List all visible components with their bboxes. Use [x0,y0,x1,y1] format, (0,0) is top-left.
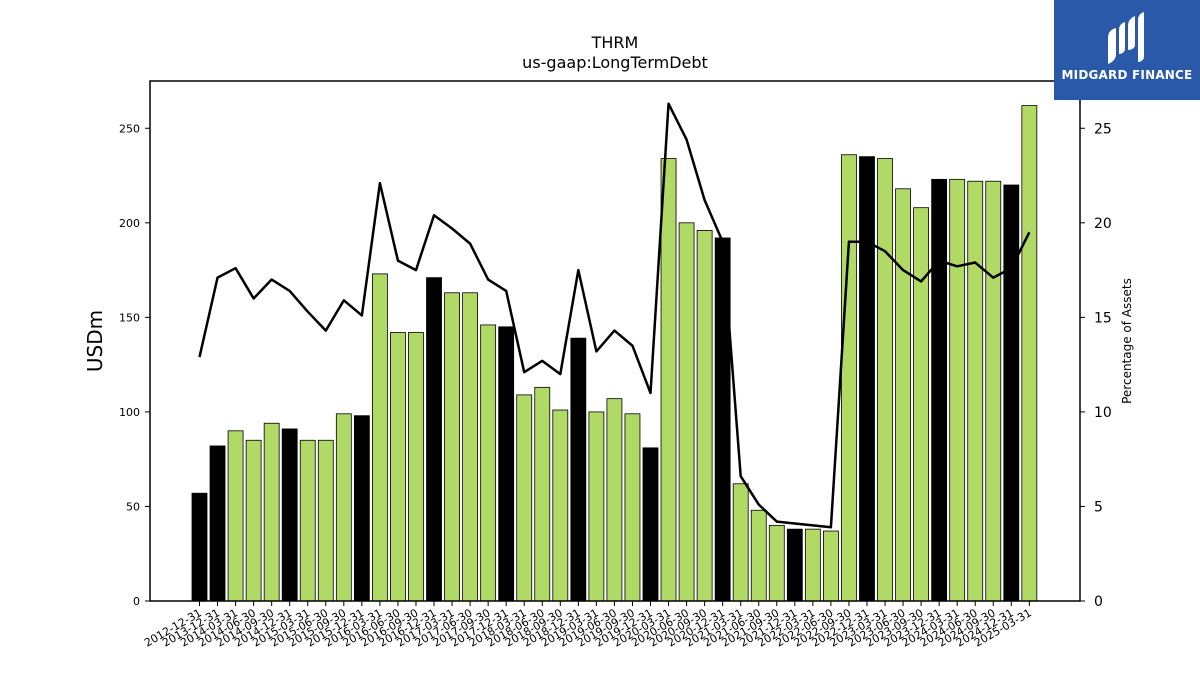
bar-2023-03-31 [877,158,893,602]
line-layer [198,102,1031,529]
bar-2015-06-30 [317,439,334,602]
chart-title: THRM [591,33,639,52]
midgard-finance-logo: MIDGARD FINANCE [1054,0,1200,100]
bar-2014-03-31 [227,430,244,602]
y-tick-label: 150 [119,311,140,324]
bar-2020-03-31 [660,158,677,602]
bar-2024-12-31 [1003,184,1020,602]
bar-2014-09-30 [263,422,280,602]
bar-2022-03-31 [804,528,821,602]
bar-2012-12-31 [191,492,208,602]
bar-2015-12-31 [353,415,370,602]
bar-2019-12-31 [642,447,659,602]
bar-2023-06-30 [895,188,911,602]
bar-2018-09-30 [552,409,569,602]
bar-2016-09-30 [408,332,424,602]
y2-tick-label: 5 [1094,499,1103,515]
bar-2021-12-31 [786,528,803,602]
bar-2013-12-31 [209,445,226,602]
bar-2017-09-30 [480,324,497,602]
bar-2019-03-31 [588,411,605,602]
bar-2016-03-31 [371,273,388,602]
y-tick-label: 250 [119,122,140,135]
bar-2020-06-30 [678,222,695,602]
logo-text: MIDGARD FINANCE [1061,68,1193,82]
plot-frame [149,80,1081,602]
y-axis-left: 0 50 100 150 200 250 [119,122,150,608]
bars-group [191,105,1038,602]
y2-tick-label: 15 [1094,310,1112,326]
bar-2021-09-30 [768,524,785,602]
bar-2022-09-30 [841,154,857,602]
bar-2018-03-31 [516,394,533,602]
chart-subtitle: us-gaap:LongTermDebt [522,53,708,72]
percentage-of-assets-line [198,102,1031,529]
y2-tick-label: 25 [1094,121,1112,137]
bar-2023-12-31 [931,178,948,602]
bar-2015-09-30 [335,413,352,602]
bar-2023-09-30 [913,207,929,602]
bar-2024-06-30 [967,180,984,602]
bar-2021-03-31 [732,483,749,602]
bar-2018-12-31 [570,337,587,602]
y-tick-label: 50 [126,500,140,513]
bar-2018-06-30 [534,386,551,602]
bar-2024-03-31 [949,178,966,602]
bar-2017-06-30 [462,292,479,602]
bar-2020-09-30 [696,229,713,602]
bar-2017-03-31 [444,292,460,602]
x-axis: 2012-12-312013-12-312014-03-312014-06-30… [142,601,1034,650]
y2-tick-label: 10 [1094,405,1112,421]
y-axis-label-right: Percentage of Assets [1120,278,1134,404]
y-tick-label: 100 [119,406,140,419]
bar-2019-09-30 [624,413,641,602]
y2-tick-label: 0 [1094,594,1103,610]
bar-2024-09-30 [985,180,1002,602]
bar-2017-12-31 [498,326,515,602]
bar-2016-06-30 [390,332,406,602]
bar-2014-06-30 [245,439,262,602]
bar-2020-12-31 [714,237,731,602]
bar-2015-03-31 [299,439,316,602]
bar-2014-12-31 [281,428,298,602]
y-tick-label: 200 [119,217,140,230]
bar-2016-12-31 [426,277,442,602]
midgard-logo-icon [1108,12,1144,64]
bar-2022-06-30 [823,530,839,602]
y-tick-label: 0 [133,595,140,608]
bar-2019-06-30 [606,398,623,602]
bar-2021-06-30 [750,509,767,602]
y-axis-right: 0 5 10 15 20 25 [1080,121,1112,610]
y2-tick-label: 20 [1094,216,1112,232]
bar-2025-03-31 [1021,105,1038,602]
bar-2022-12-31 [859,156,875,602]
y-axis-label-left: USDm [83,310,107,372]
